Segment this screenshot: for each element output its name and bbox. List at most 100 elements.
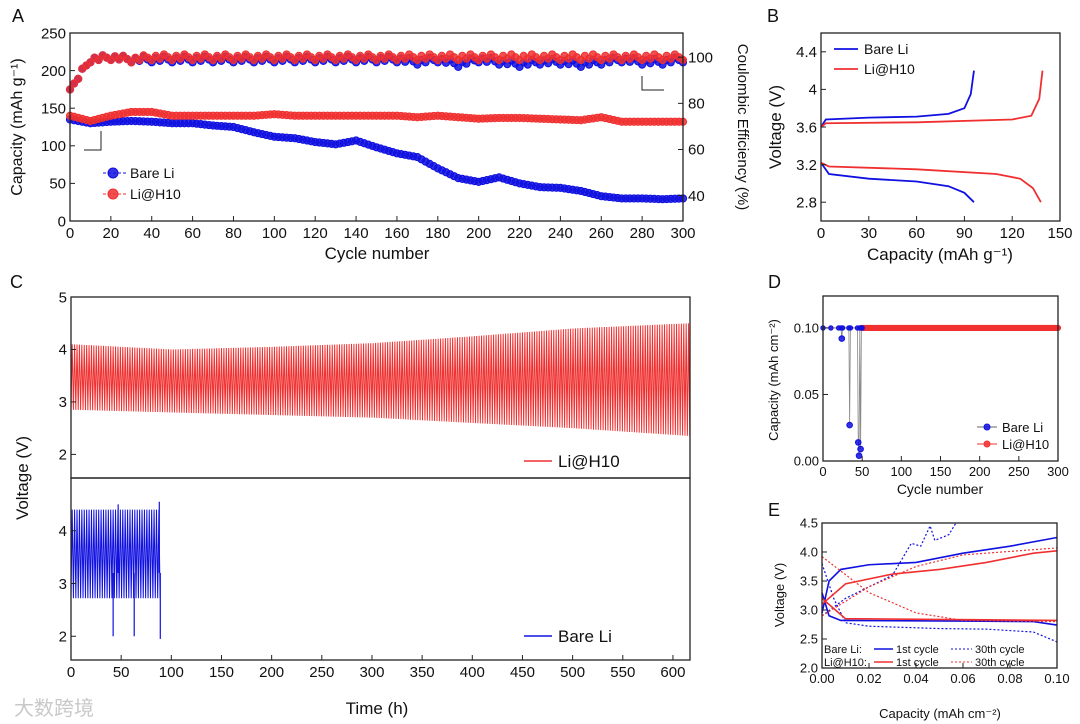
a-x-tick-label: 0 [66,225,74,242]
b-x-tick-label: 30 [860,225,877,242]
c-legend-label: Bare Li [558,627,612,646]
e-y-tick-label: 3.0 [800,603,818,618]
c-x-tick-label: 550 [610,664,635,681]
a-y-tick-label: 150 [41,100,66,117]
c-bottom-plot-frame [70,477,691,661]
d-y-tick-label: 0.10 [794,320,819,335]
c-top-y-tick-label: 5 [59,289,67,306]
a-y-tick-label: 50 [49,176,66,193]
b-x-tick-label: 0 [817,225,825,242]
a-x-tick-label: 100 [262,225,287,242]
d-legend-label: Li@H10 [1002,437,1049,452]
b-legend-label: Bare Li [864,41,908,57]
e-curve-li-h10-30th-cycle [821,547,1058,617]
c-legend-label: Li@H10 [558,452,620,471]
panel-label-a: A [12,6,24,26]
e-y-tick-label: 4.5 [800,516,818,531]
d-x-tick-label: 0 [819,464,826,479]
a-x-tick-label: 20 [103,225,120,242]
d-legend-label: Bare Li [1002,420,1043,435]
e-legend-label: 30th cycle [975,657,1025,669]
c-x-tick-label: 50 [113,664,130,681]
b-y-tick-label: 3.2 [796,157,817,174]
a-x-tick-label: 160 [384,225,409,242]
a-x-tick-label: 240 [548,225,573,242]
a-x-tick-label: 220 [507,225,532,242]
e-legend-label: 1st cycle [896,657,939,669]
e-legend-group-label: Bare Li: [824,644,862,656]
e-y-tick-label: 2.5 [800,632,818,647]
c-x-tick-label: 400 [460,664,485,681]
c-x-tick-label: 600 [660,664,685,681]
e-y-axis-title: Voltage (V) [772,563,787,627]
e-x-tick-label: 0.04 [903,671,928,686]
e-curve-bare-li-30th-cycle [821,522,957,617]
panel-label-e: E [768,500,780,520]
a-y2-axis-title: Coulombic Efficiency (%) [734,44,751,210]
c-x-tick-label: 100 [159,664,184,681]
c-x-tick-label: 150 [209,664,234,681]
watermark-logo: 大数跨境 [14,696,94,720]
d-x-tick-label: 300 [1047,464,1069,479]
d-marker-bare-li [847,325,854,331]
d-marker-bare-li [846,421,853,429]
right-axis-arrow-icon [641,76,664,91]
c-x-tick-label: 0 [67,664,75,681]
c-bottom-y-tick-label: 3 [59,576,67,593]
b-x-tick-label: 120 [1000,225,1025,242]
a-x-tick-label: 280 [630,225,655,242]
a-y2-tick-label: 100 [688,49,713,66]
a-legend-marker [107,188,119,200]
c-x-tick-label: 350 [410,664,435,681]
a-x-tick-label: 60 [184,225,201,242]
left-axis-arrow-icon [84,131,102,151]
e-x-tick-label: 0.10 [1044,671,1069,686]
c-top-y-tick-label: 3 [59,394,67,411]
d-marker-bare-li [857,445,864,453]
e-curve-li-h10-1st-cycle [821,550,1058,605]
c-top-y-tick-label: 4 [59,342,67,359]
b-curve-bare-li [820,162,975,203]
d-marker-bare-li [828,325,834,331]
a-y2-tick-label: 60 [688,142,705,159]
c-x-tick-label: 300 [359,664,384,681]
d-marker-bare-li [859,325,865,331]
b-y-tick-label: 2.8 [796,194,817,211]
d-marker-bare-li [839,325,846,331]
c-bottom-y-tick-label: 4 [59,523,67,540]
d-y-tick-label: 0.05 [794,387,819,402]
e-legend-label: 30th cycle [975,644,1025,656]
b-plot-frame [820,32,1061,222]
e-curve-li-h10-30th-cycle [821,556,1058,623]
b-legend-label: Li@H10 [864,61,915,77]
d-x-tick-label: 150 [930,464,952,479]
d-legend-marker [983,423,991,431]
a-x-tick-label: 80 [225,225,242,242]
d-x-tick-label: 250 [1008,464,1030,479]
a-marker-li-h10-ce [74,74,83,84]
d-x-tick-label: 50 [855,464,869,479]
d-legend-marker [983,440,991,448]
a-y2-tick-label: 80 [688,96,705,113]
a-x-axis-title: Cycle number [325,244,430,263]
c-x-tick-label: 250 [309,664,334,681]
b-y-tick-label: 3.6 [796,119,817,136]
a-x-tick-label: 300 [670,225,695,242]
a-legend-marker [107,167,119,179]
a-x-tick-label: 40 [143,225,160,242]
b-y-tick-label: 4.4 [796,44,817,61]
e-x-axis-title: Capacity (mAh cm⁻²) [879,706,1001,721]
b-y-axis-title: Voltage (V) [766,85,785,169]
c-x-tick-label: 450 [510,664,535,681]
d-y-tick-label: 0.00 [794,454,819,469]
a-y2-tick-label: 40 [688,188,705,205]
panel-label-d: D [768,272,781,292]
a-x-tick-label: 260 [589,225,614,242]
c-voltage-trace-li-h10 [70,323,691,437]
e-y-tick-label: 2.0 [800,661,818,676]
e-x-tick-label: 0.02 [856,671,881,686]
a-y-tick-label: 0 [58,213,66,230]
c-y-axis-title: Voltage (V) [13,436,32,520]
e-curve-bare-li-1st-cycle [821,536,1058,614]
